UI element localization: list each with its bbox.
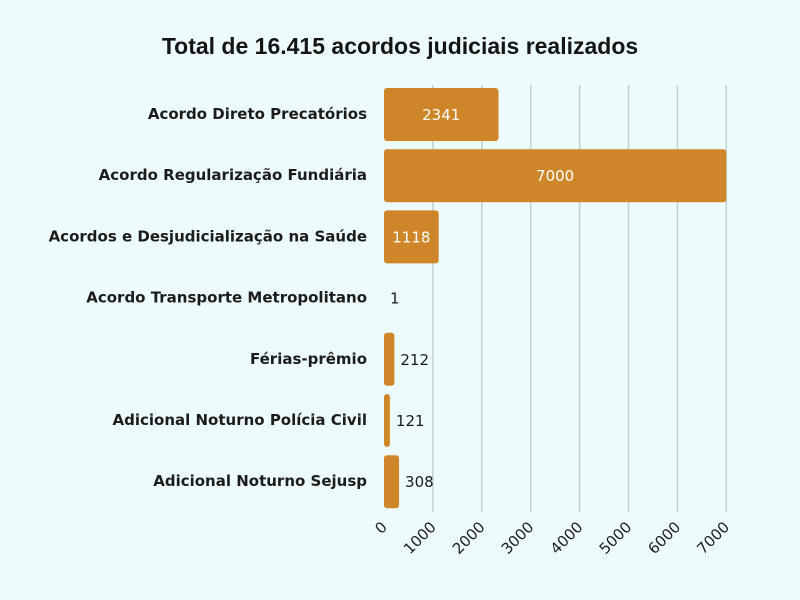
data-label: 1118 [392, 228, 430, 246]
data-label: 7000 [536, 167, 574, 185]
data-label: 121 [396, 412, 425, 430]
data-label: 2341 [422, 106, 460, 124]
data-label: 212 [400, 351, 429, 369]
x-axis-tick-labels: 0 1000 2000 3000 4000 5000 6000 7000 [371, 518, 733, 558]
category-label: Acordos e Desjudicialização na Saúde [49, 227, 367, 245]
x-tick-label: 1000 [400, 518, 440, 558]
category-label: Acordo Transporte Metropolitano [86, 289, 367, 307]
bar [384, 394, 390, 447]
data-label: 1 [390, 290, 400, 308]
category-label: Adicional Noturno Sejusp [153, 472, 367, 490]
category-label: Acordo Direto Precatórios [148, 105, 367, 123]
bar [384, 210, 439, 264]
bar [384, 88, 499, 141]
bar [384, 455, 400, 509]
bar [384, 332, 395, 386]
x-tick-label: 3000 [498, 518, 538, 558]
category-label: Acordo Regularização Fundiária [99, 166, 367, 184]
bars [384, 88, 727, 509]
x-tick-label: 7000 [693, 518, 733, 558]
x-tick-label: 2000 [449, 518, 489, 558]
x-tick-label: 5000 [596, 518, 636, 558]
x-tick-label: 4000 [547, 518, 587, 558]
category-labels: Acordo Direto Precatórios Acordo Regulari… [49, 105, 368, 490]
data-label: 308 [405, 473, 434, 491]
x-tick-label: 0 [371, 518, 390, 537]
category-label: Férias-prêmio [250, 350, 367, 368]
x-tick-label: 6000 [644, 518, 684, 558]
bar [384, 149, 727, 203]
grid-lines [432, 85, 728, 512]
category-label: Adicional Noturno Polícia Civil [113, 411, 367, 429]
chart-title: Total de 16.415 acordos judiciais realiz… [162, 33, 638, 59]
